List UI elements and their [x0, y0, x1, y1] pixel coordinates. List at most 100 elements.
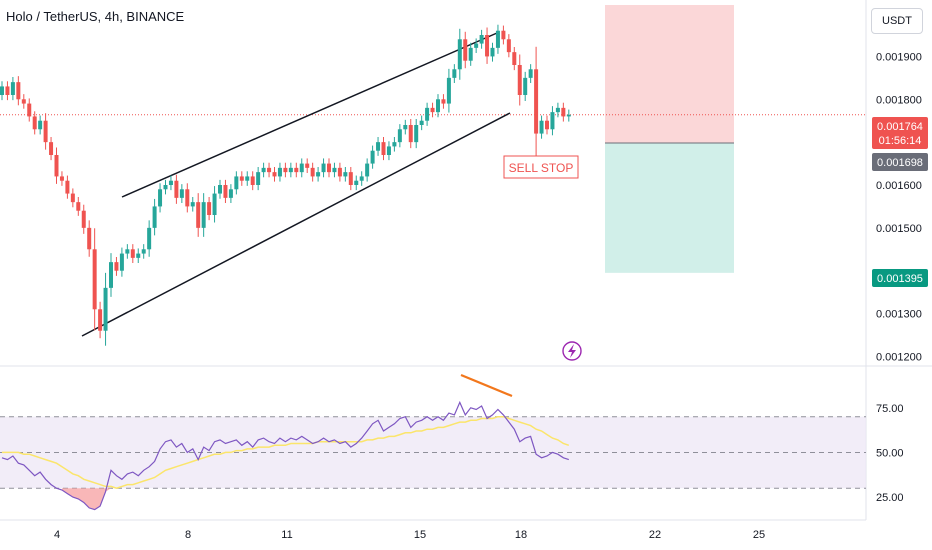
- candle-body: [163, 185, 168, 190]
- candle-body: [365, 163, 370, 177]
- countdown-timer: 01:56:14: [879, 135, 922, 147]
- chart-title: Holo / TetherUS, 4h, BINANCE: [6, 9, 185, 24]
- ascending-channel: [81, 32, 511, 337]
- candle-body: [550, 112, 555, 130]
- sell-stop-box[interactable]: [503, 155, 579, 179]
- candle-body: [327, 163, 331, 173]
- candle-body: [267, 167, 272, 173]
- candle-body: [523, 77, 528, 95]
- price-tick-label: 0.001200: [876, 351, 922, 363]
- candle-body: [474, 43, 479, 48]
- price-tick-label: 0.001300: [876, 309, 922, 321]
- position-zones: [0, 5, 866, 273]
- candle-body: [81, 210, 86, 228]
- candle-body: [321, 163, 326, 173]
- candle-body: [179, 189, 184, 198]
- candle-body: [381, 142, 386, 155]
- candle-body: [168, 180, 173, 185]
- candle-body: [141, 249, 146, 254]
- candle-body: [354, 180, 359, 185]
- rsi-tick-label: 75.00: [876, 403, 904, 415]
- candle-body: [190, 202, 195, 207]
- candle-body: [272, 172, 277, 177]
- target-price-tag: 0.001395: [872, 269, 928, 287]
- candle-body: [397, 129, 402, 143]
- candle-body: [555, 107, 560, 113]
- candle-body: [299, 163, 304, 173]
- candle-body: [70, 193, 75, 203]
- price-tick-label: 0.001600: [876, 180, 922, 192]
- candle-body: [490, 47, 495, 57]
- candle-body: [430, 107, 435, 113]
- candle-body: [408, 125, 413, 143]
- candle-body: [76, 202, 81, 211]
- candle-body: [158, 189, 163, 207]
- candle-body: [239, 176, 244, 181]
- take-profit-zone: [605, 143, 734, 273]
- candle-body: [38, 120, 43, 130]
- candle-body: [305, 163, 310, 168]
- candle-body: [98, 309, 103, 331]
- target-price: 0.001395: [877, 273, 923, 285]
- time-tick-label: 4: [54, 529, 60, 541]
- candle-body: [517, 65, 522, 95]
- candle-body: [441, 99, 446, 104]
- candle-body: [316, 172, 321, 177]
- candle-body: [228, 189, 233, 198]
- candle-body: [212, 193, 217, 215]
- candle-body: [130, 249, 135, 258]
- candle-body: [425, 107, 430, 121]
- candle-body: [436, 99, 440, 113]
- candle-body: [539, 120, 544, 134]
- flash-icon[interactable]: [562, 341, 582, 361]
- candle-body: [283, 167, 288, 173]
- candle-body: [256, 172, 261, 185]
- candle-body: [103, 287, 108, 331]
- channel-lower-line: [81, 112, 511, 337]
- candle-body: [54, 155, 59, 177]
- candle-body: [479, 35, 484, 44]
- price-tick-label: 0.001900: [876, 51, 922, 63]
- candle-body: [288, 167, 293, 173]
- price-tick-label: 0.001500: [876, 223, 922, 235]
- time-tick-label: 8: [185, 529, 191, 541]
- rsi-tick-label: 50.00: [876, 447, 904, 459]
- candle-body: [185, 189, 190, 207]
- candle-body: [506, 39, 511, 53]
- candle-body: [114, 262, 119, 271]
- divergence-line: [460, 373, 513, 398]
- candle-body: [359, 176, 364, 181]
- candle-body: [261, 167, 266, 173]
- candle-body: [337, 167, 342, 177]
- candle-body: [174, 180, 179, 198]
- time-tick-label: 25: [753, 529, 765, 541]
- candle-body: [119, 253, 124, 271]
- candle-body: [310, 167, 315, 177]
- candle-body: [87, 227, 92, 250]
- rsi-pane: [1, 373, 570, 511]
- candle-body: [457, 39, 462, 70]
- candle-body: [485, 35, 490, 57]
- candle-body: [136, 253, 141, 258]
- rsi-oversold-fill: [61, 488, 111, 510]
- candle-body: [332, 167, 337, 173]
- time-tick-label: 18: [515, 529, 527, 541]
- time-tick-label: 22: [649, 529, 661, 541]
- candle-body: [10, 82, 15, 95]
- candle-body: [201, 202, 206, 228]
- time-tick-label: 11: [281, 529, 292, 541]
- candle-body: [207, 202, 212, 215]
- candle-body: [125, 249, 130, 254]
- candle-body: [528, 69, 533, 78]
- price-tick-label: 0.001800: [876, 94, 922, 106]
- candle-body: [49, 142, 54, 155]
- currency-selector[interactable]: USDT: [871, 8, 923, 34]
- candle-body: [452, 69, 457, 78]
- candle-body: [512, 52, 517, 65]
- channel-upper-line: [121, 32, 498, 198]
- candle-body: [27, 103, 32, 117]
- candle-body: [403, 125, 408, 130]
- candle-body: [370, 150, 375, 164]
- candle-body: [294, 167, 299, 173]
